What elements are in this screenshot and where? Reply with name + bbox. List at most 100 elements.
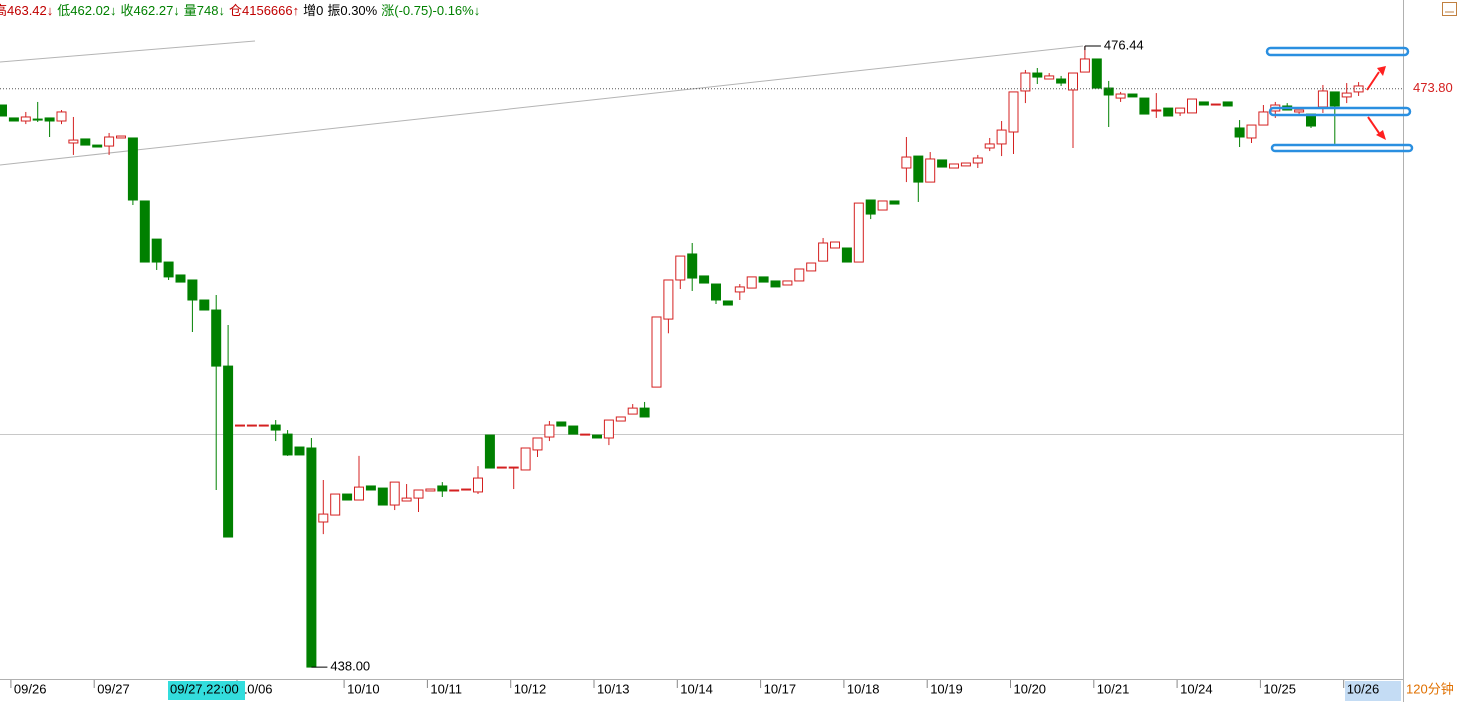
candle-body	[508, 466, 519, 469]
x-tick-label: 10/10	[347, 681, 380, 696]
candle-body	[722, 300, 733, 306]
candle-body	[235, 424, 245, 427]
candle-body	[449, 489, 460, 492]
candle-body	[603, 419, 614, 439]
x-tick-label: 09/27	[97, 681, 130, 696]
candle-body	[818, 242, 829, 262]
candle-body	[342, 493, 353, 501]
plot-area	[0, 46, 1364, 668]
candle-body	[1210, 103, 1221, 106]
candle-body	[699, 275, 710, 284]
price-line-label: 473.80	[1413, 80, 1453, 95]
x-tick-label: 10/12	[514, 681, 547, 696]
candle-body	[1020, 72, 1031, 92]
candle-body	[972, 157, 983, 164]
candle-body	[56, 111, 67, 122]
header-item: 高463.42↓	[0, 3, 53, 18]
candle-body	[960, 162, 971, 167]
candle-body	[841, 247, 852, 263]
candle-body	[1317, 90, 1328, 108]
candle-body	[865, 199, 876, 215]
candle-body	[615, 416, 626, 422]
candle-body	[20, 116, 31, 122]
candle-body	[925, 158, 936, 183]
candle-body	[211, 309, 222, 367]
candle-body	[592, 434, 602, 439]
x-tick-label: 10/21	[1097, 681, 1130, 696]
candle-body	[437, 485, 448, 492]
candle-body	[187, 279, 198, 301]
candle-body	[258, 424, 269, 427]
candle-body	[711, 283, 721, 301]
candle-body	[306, 447, 317, 668]
x-tick-label: 10/25	[1263, 681, 1296, 696]
annotation-label: 438.00	[330, 659, 370, 674]
candle-body	[1068, 72, 1078, 91]
header-info: 高463.42↓ 低462.02↓ 收462.27↓ 量748↓ 仓4156666↑ 增0…	[0, 3, 480, 18]
candle-body	[461, 488, 472, 491]
icon-button[interactable]	[1442, 2, 1457, 16]
candle-body	[199, 299, 210, 311]
candle-body	[1175, 107, 1186, 114]
x-tick-label: 10/26	[1347, 681, 1380, 696]
candle-body	[1341, 92, 1352, 98]
candle-body	[8, 117, 19, 122]
x-tick-label: 10/24	[1180, 681, 1213, 696]
drawn-box	[1270, 143, 1414, 153]
candle-body	[1163, 107, 1174, 117]
header-item: 仓4156666↑	[229, 3, 299, 18]
candle-body	[746, 276, 757, 289]
candle-body	[223, 365, 234, 538]
x-tick-label: 10/19	[930, 681, 963, 696]
trend-line	[0, 45, 1084, 166]
candle-body	[1198, 101, 1209, 106]
candle-body	[270, 424, 281, 431]
candle-body	[639, 407, 650, 418]
candle-body	[318, 513, 329, 523]
candle-body	[1258, 111, 1269, 126]
header-item: 收462.27↓	[121, 3, 180, 18]
candle-body	[1056, 78, 1067, 84]
candle-body	[1329, 91, 1340, 107]
period-label: 120分钟	[1406, 681, 1454, 696]
candle-body	[687, 253, 698, 279]
header-item: 振0.30%	[327, 3, 377, 18]
candle-body	[889, 200, 900, 205]
candle-body	[401, 497, 412, 502]
candle-body	[354, 486, 364, 501]
candle-body	[853, 202, 864, 263]
candle-body	[830, 241, 840, 249]
candle-body	[1032, 72, 1043, 78]
candle-body	[580, 433, 591, 436]
candle-body	[734, 286, 745, 293]
candle-body	[758, 276, 769, 283]
candle-body	[330, 493, 341, 516]
candle-body	[104, 136, 115, 147]
x-tick-label: 10/14	[680, 681, 713, 696]
candle-body	[520, 447, 531, 471]
crosshair-label-box	[168, 681, 245, 700]
candle-body	[484, 434, 495, 469]
candle-body	[377, 487, 388, 506]
candle-body	[0, 104, 7, 117]
arrow-down	[1367, 116, 1386, 140]
candle-body	[68, 139, 79, 144]
x-tick-label: 10/17	[764, 681, 797, 696]
drawn-box	[1268, 106, 1412, 117]
arrow-up	[1366, 66, 1386, 91]
candle-body	[1103, 87, 1114, 96]
candle-body	[1222, 101, 1233, 107]
candle-body	[413, 489, 424, 499]
candle-body	[1139, 97, 1150, 115]
candle-body	[1234, 127, 1245, 138]
candle-body	[80, 138, 91, 146]
candle-body	[1127, 93, 1138, 98]
candle-body	[1091, 58, 1102, 89]
candle-body	[1353, 85, 1364, 93]
candle-body	[1187, 98, 1197, 114]
candle-body	[532, 437, 543, 451]
candle-body	[44, 117, 55, 122]
